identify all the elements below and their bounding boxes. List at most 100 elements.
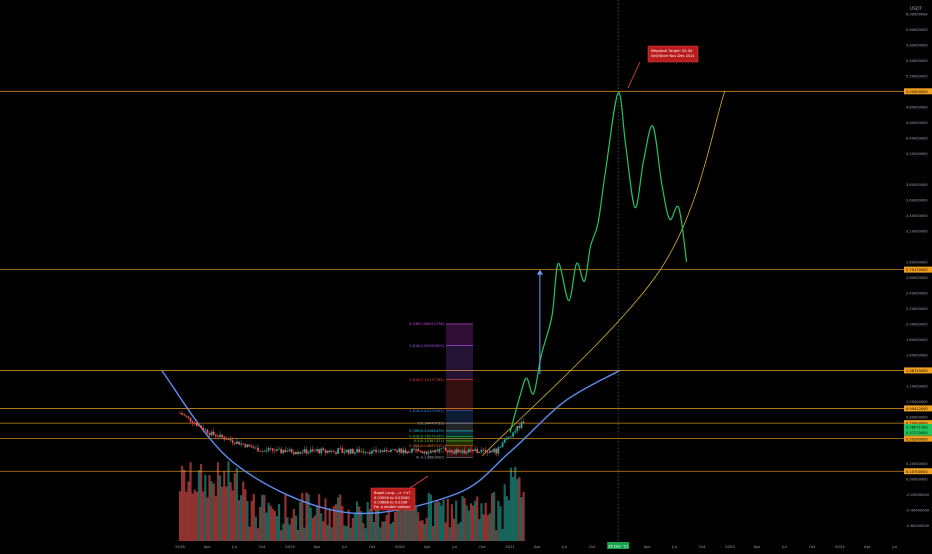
unit-label: USDT bbox=[910, 6, 923, 12]
volume-bar bbox=[324, 498, 327, 541]
volume-bar bbox=[204, 474, 207, 541]
volume-bar bbox=[518, 477, 521, 541]
candle-body bbox=[482, 449, 485, 451]
volume-bar bbox=[235, 467, 239, 541]
fib-band bbox=[446, 423, 473, 431]
y-tick-label: 4.40000000 bbox=[906, 136, 928, 140]
candle-body bbox=[495, 448, 498, 454]
fib-label: 0.5(0.10387371) bbox=[414, 439, 445, 443]
volume-bar bbox=[240, 495, 243, 541]
fib-label: 3.618(1.60525629) bbox=[409, 344, 444, 348]
volume-bar bbox=[355, 501, 359, 541]
candle-body bbox=[179, 413, 181, 414]
candle-body bbox=[421, 451, 424, 454]
candle-body bbox=[463, 450, 466, 454]
volume-bar bbox=[259, 506, 262, 541]
volume-bar bbox=[178, 491, 182, 541]
volume-bar bbox=[522, 491, 525, 541]
candle-body bbox=[358, 449, 361, 453]
volume-bar bbox=[267, 502, 270, 541]
fib-label: 0.618(0.16075429) bbox=[409, 435, 444, 439]
volume-bar bbox=[471, 505, 475, 541]
volume-bar bbox=[214, 495, 217, 541]
level-label: 0.50200000 bbox=[906, 437, 928, 441]
y-tick-label: 0.00000000 bbox=[906, 477, 928, 481]
level-label: 1.38725000 bbox=[906, 369, 928, 373]
candle-body bbox=[206, 429, 209, 434]
candle-body bbox=[225, 439, 228, 440]
date-marker-badge bbox=[607, 542, 630, 549]
volume-bar bbox=[225, 486, 228, 541]
y-tick-label: 4.60000000 bbox=[906, 121, 928, 125]
volume-bar bbox=[469, 503, 473, 541]
horizontal-levels: 5.00000000 2.70170000 1.38725000 0.90412000… bbox=[0, 0, 932, 541]
candle-body bbox=[227, 439, 230, 440]
time-axis-bg bbox=[0, 541, 932, 550]
candle-body bbox=[248, 444, 251, 447]
y-tick-label: -0.60000000 bbox=[906, 524, 930, 528]
volume-bar bbox=[303, 527, 306, 541]
candle-body bbox=[326, 450, 329, 453]
candle-body bbox=[309, 449, 312, 453]
volume-bar bbox=[455, 500, 458, 541]
candle-body bbox=[252, 447, 255, 449]
candle-body bbox=[246, 444, 249, 448]
candle-body bbox=[360, 451, 363, 453]
volume-bar bbox=[208, 475, 211, 541]
candle-body bbox=[271, 448, 274, 451]
level-badge bbox=[904, 367, 932, 374]
candle-body bbox=[351, 448, 354, 454]
volume-bar bbox=[516, 479, 519, 541]
volume-bar bbox=[389, 523, 392, 541]
x-tick-label: Jul bbox=[341, 544, 347, 549]
candle-body bbox=[507, 437, 510, 438]
x-tick-label: Oct bbox=[809, 544, 816, 549]
fib-band bbox=[446, 345, 473, 380]
volume-bar bbox=[490, 493, 494, 541]
candle-body bbox=[233, 442, 236, 444]
candle-body bbox=[373, 449, 375, 451]
fib-label: 2.618(1.12377785) bbox=[409, 378, 444, 382]
volume-bar bbox=[387, 501, 390, 541]
y-tick-label: 2.20000000 bbox=[906, 307, 928, 311]
y-tick-label: 1.80000000 bbox=[906, 338, 928, 342]
volume-bar bbox=[277, 503, 281, 541]
candle-body bbox=[501, 442, 504, 447]
x-tick-label: Oct bbox=[589, 544, 596, 549]
candle-body bbox=[400, 448, 403, 453]
volume-bar bbox=[237, 500, 241, 541]
y-tick-label: 0.20000000 bbox=[906, 462, 928, 466]
volume-bar bbox=[326, 524, 329, 541]
volume-bar bbox=[322, 521, 325, 541]
candle-body bbox=[187, 416, 190, 418]
volume-bar bbox=[358, 506, 361, 541]
candle-body bbox=[254, 447, 257, 449]
volume-bar bbox=[408, 497, 411, 541]
candle-body bbox=[364, 452, 367, 453]
x-tick-label: Apr bbox=[534, 544, 541, 549]
candle-body bbox=[383, 449, 386, 452]
volume-bar bbox=[419, 520, 422, 541]
candle-body bbox=[470, 449, 472, 450]
volume-bar bbox=[197, 470, 201, 541]
volume-bar bbox=[309, 507, 312, 541]
level-badge bbox=[904, 420, 932, 427]
volume-bar bbox=[381, 521, 384, 541]
candle-body bbox=[484, 450, 487, 453]
level-badge bbox=[904, 435, 932, 442]
volume-bar bbox=[463, 497, 466, 541]
candle-body bbox=[265, 450, 268, 452]
y-tick-label: -0.40000000 bbox=[906, 508, 930, 512]
cup-curve bbox=[161, 369, 621, 515]
candle-body bbox=[318, 449, 321, 454]
candle-body bbox=[244, 444, 247, 448]
volume-bar bbox=[406, 494, 409, 541]
candle-body bbox=[436, 450, 439, 451]
volume-bar bbox=[478, 519, 481, 541]
volume-bar bbox=[187, 481, 190, 541]
candle-body bbox=[183, 414, 186, 416]
volume-bar bbox=[290, 517, 293, 541]
volume-bar bbox=[467, 510, 470, 541]
